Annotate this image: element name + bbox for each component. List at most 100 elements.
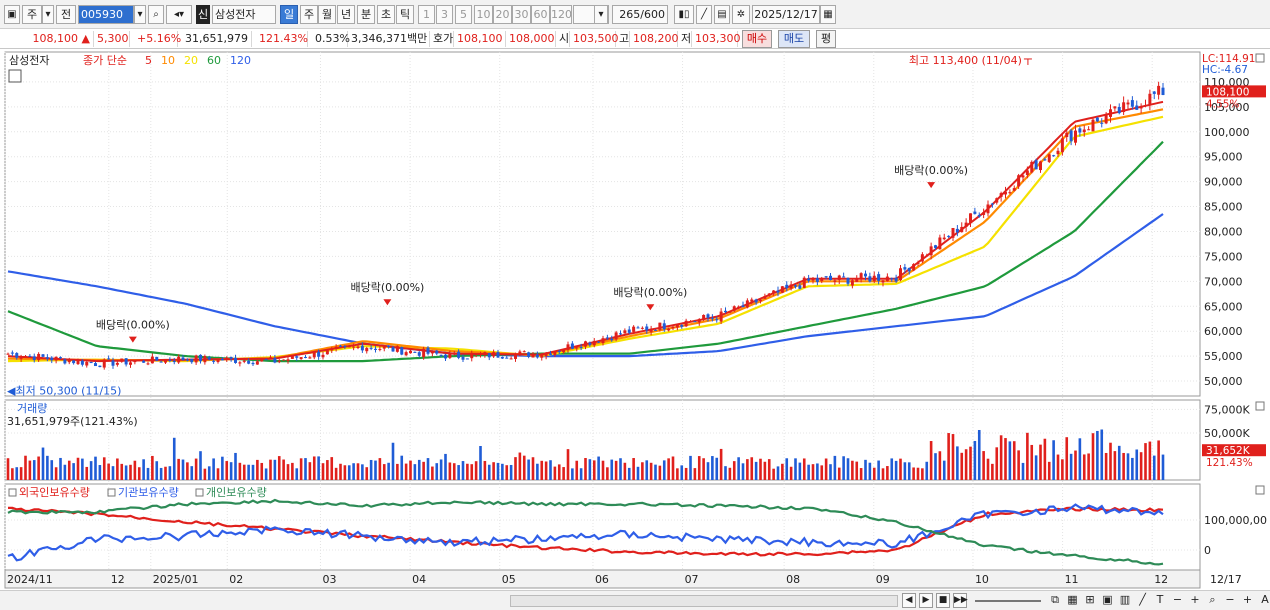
unit-dropdown-icon[interactable]: ▾ [594,5,608,24]
volume-bar [343,465,347,480]
volume-bar [1039,444,1042,480]
x-tick-label: 03 [322,573,336,586]
volume-bar [509,464,513,480]
candle-body [990,203,994,205]
volume-bar [89,461,93,480]
date-input[interactable]: 2025/12/17 [752,5,820,24]
window-icon[interactable]: ▣ [4,5,20,24]
pct-cell: +5.16% [134,31,181,47]
overlay-icon[interactable]: ▣ [1102,593,1113,606]
volume-bar [798,462,802,480]
volume-bar [518,452,522,480]
candle-body [570,343,574,349]
zoom-in-icon[interactable]: + [1190,593,1200,606]
line-tool-icon[interactable]: ╱ [696,5,712,24]
chart-type-icon[interactable]: ▦ [1067,593,1078,606]
minute-30[interactable]: 30 [512,5,531,24]
tab-3[interactable]: 년 [337,5,355,24]
volume-bar [907,462,911,480]
tab-4[interactable]: 분 [357,5,375,24]
tab-2[interactable]: 월 [318,5,336,24]
speaker-icon[interactable]: ◂▾ [166,5,192,24]
trend-icon[interactable]: ╱ [1139,593,1146,606]
compare-icon[interactable]: ⊞ [1085,593,1095,606]
volume-bar [715,457,719,480]
plus-icon[interactable]: + [1242,593,1253,606]
tab-5[interactable]: 초 [377,5,395,24]
volume-bar [1030,444,1034,480]
candle-body [172,360,176,363]
minute-5[interactable]: 5 [455,5,472,24]
candle-body [658,322,662,330]
volume-bar [942,460,946,480]
bar-icon[interactable]: ▥ [1119,593,1131,606]
count-input[interactable]: 265/600 [612,5,668,24]
candle-body [667,328,671,331]
volume-bar [339,463,342,480]
dropdown-icon[interactable]: ▾ [42,5,54,24]
zoom-out-icon[interactable]: − [1172,593,1183,606]
volume-bar [536,463,539,480]
sell-button[interactable]: 매도 [778,30,810,48]
candle-body [671,326,675,329]
minute-120[interactable]: 120 [550,5,572,24]
volume-bar [601,460,605,480]
search-icon[interactable]: ⌕ [148,5,164,24]
scroll-track[interactable] [510,595,898,607]
volume-bar [693,468,697,480]
x-tick-label: 06 [595,573,609,586]
stop-icon[interactable]: ■ [936,593,950,608]
buy-button[interactable]: 매수 [742,30,772,48]
candle-body [654,329,657,331]
stock-code-input[interactable]: 005930 [78,5,134,24]
x-axis-band [4,569,1201,589]
volume-bar [837,467,841,480]
save-icon[interactable]: ▤ [714,5,730,24]
x-end-label: 12/17 [1210,573,1242,586]
minute-60[interactable]: 60 [531,5,550,24]
period-select[interactable]: 주 [22,5,42,24]
candle-body [395,346,399,352]
play-icon[interactable]: ▶ [919,593,933,608]
candle-body [41,354,45,357]
volume-bar [549,460,552,480]
search-zoom-icon[interactable]: ⌕ [1209,593,1216,606]
x-tick-label: 09 [876,573,890,586]
candle-body [544,352,548,357]
minute-20[interactable]: 20 [493,5,512,24]
end-icon[interactable]: ▶▶ [953,593,968,608]
volume-bar [6,458,10,480]
tab-6[interactable]: 틱 [396,5,414,24]
volume-bar [242,464,246,480]
candle-body [85,361,89,366]
code-dropdown-icon[interactable]: ▾ [134,5,146,24]
volume-bar [1091,433,1095,480]
minute-1[interactable]: 1 [418,5,435,24]
candle-body [557,350,561,352]
minute-10[interactable]: 10 [474,5,493,24]
candle-body [680,325,684,327]
dividend-arrow [128,336,137,343]
tab-0[interactable]: 일 [280,5,298,24]
minus-icon[interactable]: − [1225,593,1235,606]
prev-button[interactable]: 전 [56,5,76,24]
candle-body [295,356,299,358]
volume-bar [269,459,272,480]
zoom-slider[interactable] [975,600,1041,602]
minute-3[interactable]: 3 [436,5,453,24]
font-icon[interactable]: A [1261,593,1269,606]
candle-body [1126,102,1130,105]
calendar-icon[interactable]: ▦ [820,5,836,24]
avg-button[interactable]: 평 [816,30,836,48]
candle-body [750,299,754,302]
tab-1[interactable]: 주 [300,5,318,24]
volume-bar [789,466,793,480]
candle-body [815,278,819,282]
copy-icon[interactable]: ⧉ [1051,593,1059,606]
candle-icon[interactable]: ▮▯ [674,5,694,24]
prev-page-icon[interactable]: ◀ [902,593,916,608]
text-icon[interactable]: T [1156,593,1164,606]
dividend-label: 배당락(0.00%) [350,281,424,294]
gear-icon[interactable]: ✲ [732,5,750,24]
volume-bar [439,459,443,480]
